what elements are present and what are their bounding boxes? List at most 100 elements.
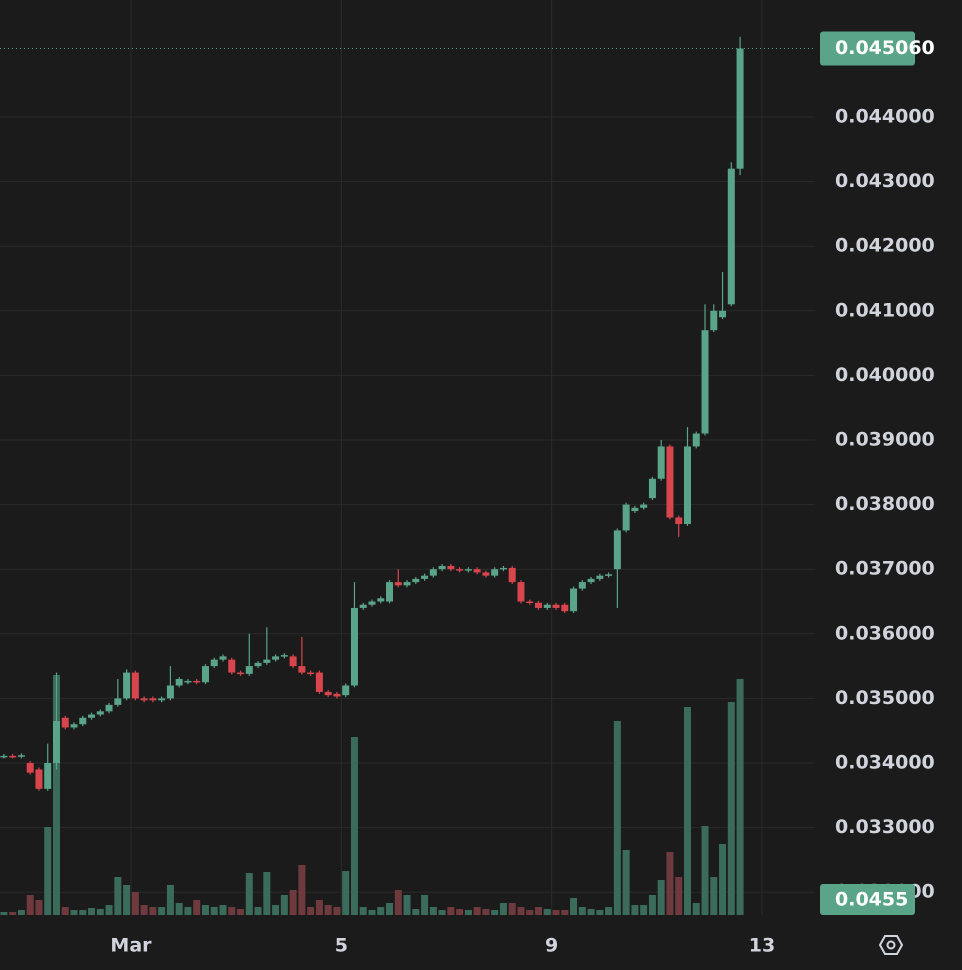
candle-body: [543, 604, 551, 608]
candle-body: [491, 569, 499, 576]
candle-body: [464, 569, 472, 571]
candle-body: [412, 578, 420, 583]
candle-body: [324, 691, 332, 696]
y-tick-label: 0.043000: [835, 170, 935, 192]
volume-bar: [342, 871, 350, 915]
candle-body: [438, 565, 446, 570]
volume-bar: [131, 892, 139, 915]
volume-bar: [447, 907, 455, 915]
y-tick-label: 0.044000: [835, 105, 935, 127]
y-tick-label: 0.040000: [835, 364, 935, 386]
y-tick-label: 0.039000: [835, 428, 935, 450]
volume-bar: [508, 903, 516, 915]
volume-bar: [499, 903, 507, 915]
candle-body: [0, 755, 8, 758]
candle-body: [228, 659, 236, 673]
volume-bar: [403, 895, 411, 915]
volume-bar: [710, 877, 718, 915]
candle-body: [193, 680, 201, 683]
volume-bar: [44, 827, 52, 915]
volume-bar: [394, 890, 402, 915]
candle-body: [675, 517, 683, 524]
candle-body: [44, 762, 52, 789]
candle-body: [52, 721, 60, 763]
settings-icon-center: [886, 940, 896, 950]
candle-body: [166, 685, 174, 699]
candle-body: [237, 672, 245, 675]
volume-bar: [26, 895, 34, 915]
y-tick-label: 0.034000: [835, 751, 935, 773]
candle-body: [272, 656, 280, 660]
volume-bar: [368, 910, 376, 915]
candle-body: [683, 446, 691, 524]
x-tick-label: 9: [545, 935, 558, 957]
candle-body: [701, 330, 709, 434]
volume-badge: [820, 884, 915, 915]
volume-bar: [429, 907, 437, 915]
volume-bar: [613, 721, 621, 915]
volume-bar: [377, 907, 385, 915]
volume-bar: [552, 910, 560, 915]
candle-body: [175, 679, 183, 686]
candle-body: [517, 582, 525, 602]
volume-bar: [657, 880, 665, 915]
volume-bar: [648, 895, 656, 915]
volume-bar: [666, 852, 674, 915]
candle-body: [421, 575, 429, 579]
candle-body: [114, 698, 122, 705]
volume-bar: [280, 895, 288, 915]
candle-body: [245, 666, 253, 674]
volume-label: 0.0455: [835, 889, 908, 911]
volume-bar: [79, 910, 87, 915]
settings-icon[interactable]: [878, 935, 904, 955]
volume-bar: [350, 737, 358, 915]
volume-bar: [701, 826, 709, 915]
volume-bar: [210, 907, 218, 915]
volume-bar: [605, 907, 613, 915]
volume-bar: [596, 910, 604, 915]
volume-bar: [307, 907, 315, 915]
volume-bar: [52, 675, 60, 915]
candle-body: [350, 607, 358, 686]
y-tick-label: 0.036000: [835, 622, 935, 644]
candle-body: [298, 666, 306, 673]
candle-body: [61, 717, 69, 728]
candle-body: [342, 685, 350, 696]
candle-body: [447, 565, 455, 570]
volume-bar: [631, 905, 639, 915]
candle-body: [482, 572, 490, 576]
y-tick-label: 0.037000: [835, 558, 935, 580]
volume-bar: [35, 900, 43, 915]
volume-bar: [254, 907, 262, 915]
x-tick-label: 13: [749, 935, 775, 957]
candle-body: [578, 582, 586, 589]
candle-body: [123, 672, 131, 699]
candle-body: [386, 582, 394, 602]
volume-bar: [123, 885, 131, 915]
last-price-badge: [820, 31, 915, 66]
volume-bar: [456, 909, 464, 915]
candle-body: [307, 672, 315, 675]
candle-body: [394, 582, 402, 586]
candle-body: [184, 680, 192, 683]
candle-body: [289, 656, 297, 667]
candle-body: [201, 666, 209, 683]
volume-bar: [692, 903, 700, 915]
candle-body: [587, 578, 595, 583]
volume-bar: [0, 912, 8, 915]
volume-bar: [491, 910, 499, 915]
candle-body: [613, 530, 621, 570]
candle-body: [131, 672, 139, 699]
volume-bar: [315, 900, 323, 915]
volume-bar: [17, 910, 25, 915]
volume-bar: [140, 905, 148, 915]
volume-bar: [640, 905, 648, 915]
candle-body: [26, 762, 34, 773]
volume-bar: [193, 900, 201, 915]
y-tick-label: 0.042000: [835, 235, 935, 257]
volume-bar: [333, 907, 341, 915]
candle-body: [473, 569, 481, 573]
volume-bar: [587, 909, 595, 915]
